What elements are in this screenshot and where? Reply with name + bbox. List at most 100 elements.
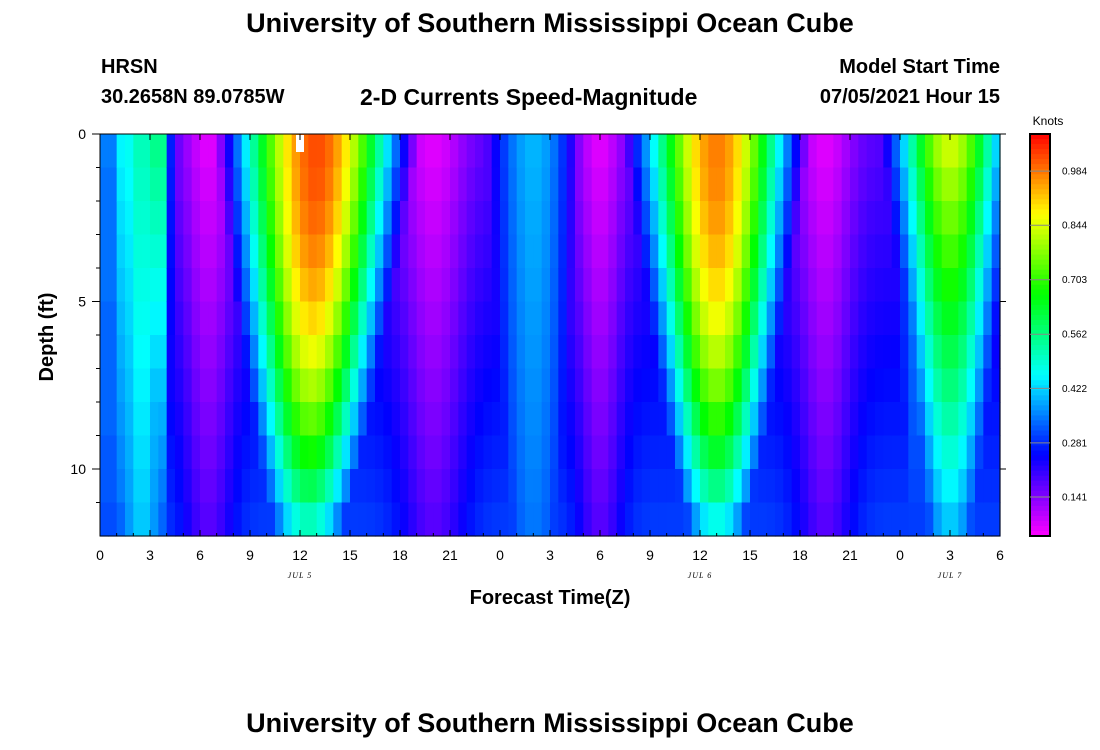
colorbar-swatch bbox=[1030, 324, 1050, 331]
x-tick-label: 9 bbox=[246, 547, 254, 563]
heatmap-cell bbox=[658, 301, 668, 336]
heatmap-cell bbox=[908, 234, 918, 269]
heatmap-cell bbox=[983, 435, 993, 470]
heatmap-cell bbox=[533, 201, 543, 236]
heatmap-cell bbox=[616, 402, 626, 437]
heatmap-cell bbox=[141, 469, 151, 504]
heatmap-cell bbox=[750, 502, 759, 537]
heatmap-cell bbox=[925, 335, 934, 370]
heatmap-cell bbox=[133, 301, 143, 336]
heatmap-cell bbox=[658, 268, 668, 303]
heatmap-cell bbox=[683, 234, 693, 269]
heatmap-cell bbox=[183, 201, 193, 236]
heatmap-cell bbox=[808, 134, 818, 169]
heatmap-cell bbox=[816, 435, 826, 470]
heatmap-cell bbox=[125, 268, 134, 303]
heatmap-cell bbox=[691, 402, 701, 437]
colorbar-swatch bbox=[1030, 154, 1050, 160]
heatmap-cell bbox=[475, 368, 484, 403]
heatmap-cell bbox=[425, 167, 434, 202]
heatmap-cell bbox=[775, 402, 784, 437]
heatmap-cell bbox=[600, 335, 609, 370]
heatmap-cell bbox=[808, 402, 818, 437]
heatmap-cell bbox=[500, 502, 509, 537]
heatmap-cell bbox=[716, 234, 726, 269]
heatmap-cell bbox=[100, 435, 109, 470]
colorbar-swatch bbox=[1030, 460, 1050, 467]
heatmap-cell bbox=[591, 502, 601, 537]
heatmap-cell bbox=[983, 469, 993, 504]
heatmap-cell bbox=[741, 268, 751, 303]
heatmap-cell bbox=[266, 469, 276, 504]
heatmap-cell bbox=[550, 368, 559, 403]
heatmap-cell bbox=[883, 435, 893, 470]
heatmap-cell bbox=[275, 201, 284, 236]
heatmap-cell bbox=[158, 368, 168, 403]
heatmap-cell bbox=[600, 469, 609, 504]
heatmap-cell bbox=[650, 402, 659, 437]
heatmap-cell bbox=[983, 301, 993, 336]
heatmap-cell bbox=[633, 301, 643, 336]
heatmap-cell bbox=[283, 234, 293, 269]
heatmap-cell bbox=[625, 268, 634, 303]
heatmap-cell bbox=[400, 368, 409, 403]
y-tick-label: 10 bbox=[70, 461, 86, 477]
heatmap-cell bbox=[300, 335, 309, 370]
heatmap-cell bbox=[916, 234, 926, 269]
heatmap-cell bbox=[100, 368, 109, 403]
heatmap-cell bbox=[925, 301, 934, 336]
heatmap-cell bbox=[816, 167, 826, 202]
heatmap-cell bbox=[900, 502, 909, 537]
x-tick-label: 12 bbox=[292, 547, 308, 563]
colorbar-swatch bbox=[1030, 410, 1050, 417]
heatmap-cell bbox=[650, 167, 659, 202]
heatmap-cell bbox=[125, 368, 134, 403]
heatmap-cell bbox=[833, 469, 843, 504]
heatmap-cell bbox=[566, 368, 576, 403]
heatmap-cell bbox=[525, 234, 534, 269]
heatmap-cell bbox=[600, 502, 609, 537]
heatmap-cell bbox=[866, 368, 876, 403]
heatmap-cell bbox=[933, 234, 943, 269]
heatmap-cell bbox=[866, 435, 876, 470]
heatmap-cell bbox=[841, 201, 851, 236]
heatmap-cell bbox=[850, 368, 859, 403]
heatmap-cell bbox=[950, 301, 959, 336]
heatmap-cell bbox=[833, 435, 843, 470]
heatmap-cell bbox=[266, 134, 276, 169]
heatmap-cell bbox=[433, 201, 443, 236]
heatmap-cell bbox=[891, 469, 901, 504]
heatmap-cell bbox=[491, 402, 501, 437]
heatmap-cell bbox=[858, 502, 868, 537]
heatmap-cell bbox=[200, 402, 209, 437]
heatmap-cell bbox=[175, 301, 184, 336]
heatmap-cell bbox=[850, 134, 859, 169]
heatmap-cell bbox=[275, 234, 284, 269]
heatmap-cell bbox=[750, 335, 759, 370]
heatmap-cell bbox=[300, 268, 309, 303]
heatmap-cell bbox=[375, 201, 384, 236]
max-value-marker bbox=[296, 135, 304, 152]
heatmap-cell bbox=[800, 368, 809, 403]
heatmap-cell bbox=[525, 435, 534, 470]
heatmap-cell bbox=[675, 201, 684, 236]
heatmap-cell bbox=[258, 402, 268, 437]
heatmap-cell bbox=[900, 201, 909, 236]
heatmap-cell bbox=[916, 368, 926, 403]
heatmap-cell bbox=[933, 402, 943, 437]
colorbar-swatch bbox=[1030, 239, 1050, 246]
heatmap-cell bbox=[241, 469, 251, 504]
heatmap-cell bbox=[100, 201, 109, 236]
heatmap-cell bbox=[775, 134, 784, 169]
heatmap-cell bbox=[208, 268, 218, 303]
heatmap-cell bbox=[800, 301, 809, 336]
heatmap-cell bbox=[450, 134, 459, 169]
colorbar-swatch bbox=[1030, 350, 1050, 356]
heatmap-cell bbox=[308, 167, 318, 202]
heatmap-cell bbox=[316, 134, 326, 169]
heatmap-cell bbox=[758, 469, 768, 504]
heatmap-cell bbox=[858, 201, 868, 236]
heatmap-cell bbox=[458, 402, 468, 437]
heatmap-cell bbox=[116, 134, 126, 169]
heatmap-cell bbox=[233, 134, 243, 169]
